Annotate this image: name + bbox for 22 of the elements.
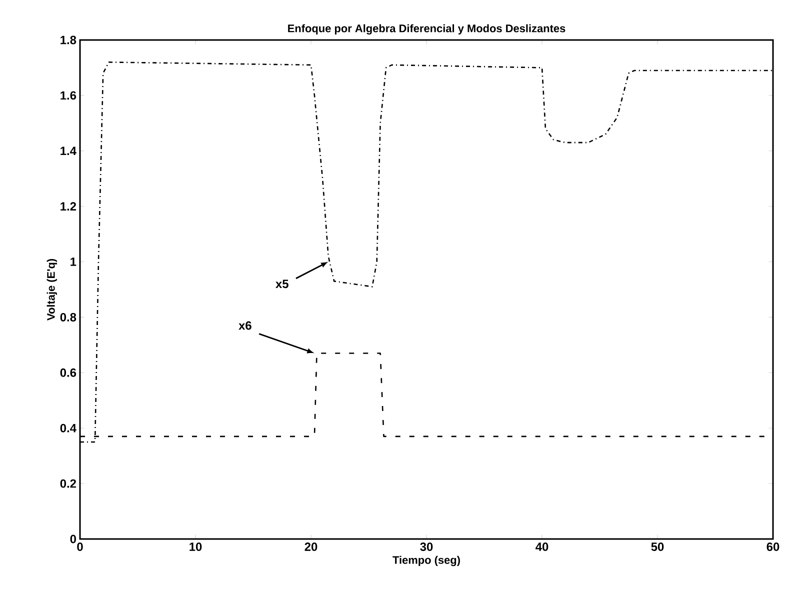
- x-tick-label: 0: [77, 542, 83, 551]
- y-tick-label: 1.4: [60, 146, 76, 155]
- y-tick-label: 0.8: [60, 312, 76, 322]
- x-tick-label: 10: [190, 542, 202, 551]
- chart-title: Enfoque por Algebra Diferencial y Modos Deslizantes: [288, 24, 566, 35]
- x-axis-title: Tiempo (seg): [392, 556, 460, 566]
- y-tick-label: 1: [70, 258, 76, 266]
- x-tick-label: 30: [420, 542, 433, 552]
- y-tick-label: 1.8: [60, 36, 76, 44]
- x-tick-label: 50: [651, 542, 664, 551]
- annotation: x5: [276, 280, 288, 288]
- y-tick-label: 0.2: [60, 479, 76, 488]
- x-tick-label: 40: [536, 542, 548, 551]
- annotation: x6: [238, 321, 252, 330]
- x-tick-label: 20: [304, 542, 318, 551]
- y-tick-label: 1.2: [60, 202, 76, 211]
- y-tick-label: 0.4: [60, 424, 76, 432]
- y-tick-label: 0: [70, 534, 76, 544]
- y-axis-title: Voltaje (E'q): [46, 259, 58, 320]
- x-tick-label: 60: [766, 542, 780, 551]
- y-tick-label: 0.6: [60, 368, 76, 377]
- y-tick-label: 1.6: [60, 91, 76, 100]
